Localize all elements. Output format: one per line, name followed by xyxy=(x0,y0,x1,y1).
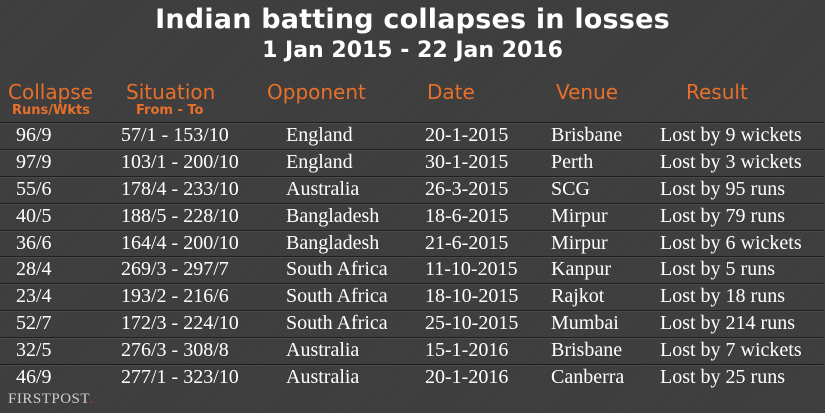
date-cell: 18-6-2015 xyxy=(425,204,509,227)
venue-cell: Brisbane xyxy=(551,339,623,362)
data-table: 96/9 57/1 - 153/10 England 20-1-2015 Brisban… xyxy=(0,122,825,391)
page-title: Indian batting collapses in losses xyxy=(155,4,670,35)
venue-cell: Mirpur xyxy=(551,204,608,227)
opponent-cell: Bangladesh xyxy=(286,204,380,227)
result-cell: Lost by 3 wickets xyxy=(660,150,802,173)
header-collapse-sub: Runs/Wkts xyxy=(12,103,90,118)
table-row: 52/7 172/3 - 224/10 South Africa 25-10-2015… xyxy=(0,310,825,337)
venue-cell: Kanpur xyxy=(551,258,611,281)
opponent-cell: Australia xyxy=(286,339,360,362)
collapse-cell: 32/5 xyxy=(16,339,52,362)
collapse-cell: 40/5 xyxy=(16,204,52,227)
date-cell: 15-1-2016 xyxy=(425,339,509,362)
result-cell: Lost by 214 runs xyxy=(660,312,795,335)
date-cell: 20-1-2016 xyxy=(425,366,509,389)
result-cell: Lost by 6 wickets xyxy=(660,231,802,254)
venue-cell: Mirpur xyxy=(551,231,608,254)
table-row: 40/5 188/5 - 228/10 Bangladesh 18-6-2015 Mir… xyxy=(0,202,825,230)
date-cell: 11-10-2015 xyxy=(425,258,518,281)
situation-cell: 277/1 - 323/10 xyxy=(121,366,239,389)
venue-cell: Mumbai xyxy=(551,312,619,335)
situation-cell: 193/2 - 216/6 xyxy=(121,285,229,308)
venue-cell: Rajkot xyxy=(551,285,605,308)
table-row: 96/9 57/1 - 153/10 England 20-1-2015 Brisban… xyxy=(0,122,825,149)
table-row: 28/4 269/3 - 297/7 South Africa 11-10-2015 K… xyxy=(0,256,825,283)
result-cell: Lost by 95 runs xyxy=(660,177,785,200)
opponent-cell: Bangladesh xyxy=(286,231,380,254)
header-situation-sub: From - To xyxy=(136,103,204,118)
opponent-cell: Australia xyxy=(286,177,360,200)
collapse-cell: 36/6 xyxy=(16,231,52,254)
collapse-cell: 46/9 xyxy=(16,366,52,389)
venue-cell: Perth xyxy=(551,150,594,173)
situation-cell: 57/1 - 153/10 xyxy=(121,124,229,146)
situation-cell: 269/3 - 297/7 xyxy=(121,258,229,281)
collapse-cell: 97/9 xyxy=(16,150,52,173)
header-result: Result xyxy=(686,80,748,104)
result-cell: Lost by 25 runs xyxy=(660,366,785,389)
table-row: 97/9 103/1 - 200/10 England 30-1-2015 Perth L… xyxy=(0,148,825,176)
date-cell: 21-6-2015 xyxy=(425,231,509,254)
date-cell: 30-1-2015 xyxy=(425,150,509,173)
result-cell: Lost by 9 wickets xyxy=(660,124,802,146)
header-situation: Situation xyxy=(126,80,216,104)
table-row: 36/6 164/4 - 200/10 Bangladesh 21-6-2015 Mir… xyxy=(0,229,825,257)
opponent-cell: England xyxy=(286,124,353,146)
situation-cell: 172/3 - 224/10 xyxy=(121,312,239,335)
result-cell: Lost by 7 wickets xyxy=(660,339,802,362)
opponent-cell: South Africa xyxy=(286,258,388,281)
opponent-cell: South Africa xyxy=(286,285,388,308)
date-cell: 20-1-2015 xyxy=(425,124,509,146)
collapse-cell: 96/9 xyxy=(16,124,52,146)
collapse-cell: 28/4 xyxy=(16,258,52,281)
situation-cell: 103/1 - 200/10 xyxy=(121,150,239,173)
collapse-cell: 55/6 xyxy=(16,177,52,200)
situation-cell: 276/3 - 308/8 xyxy=(121,339,229,362)
date-cell: 26-3-2015 xyxy=(425,177,509,200)
situation-cell: 178/4 - 233/10 xyxy=(121,177,239,200)
opponent-cell: South Africa xyxy=(286,312,388,335)
venue-cell: Brisbane xyxy=(551,124,623,146)
venue-cell: Canberra xyxy=(551,366,625,389)
table-row: 46/9 277/1 - 323/10 Australia 20-1-2016 Canb… xyxy=(0,364,825,391)
result-cell: Lost by 18 runs xyxy=(660,285,785,308)
collapse-cell: 52/7 xyxy=(16,312,52,335)
header-collapse: Collapse xyxy=(8,80,93,104)
firstpost-logo: FIRSTPOST. xyxy=(8,391,94,407)
header-date: Date xyxy=(427,80,475,104)
situation-cell: 164/4 - 200/10 xyxy=(121,231,239,254)
situation-cell: 188/5 - 228/10 xyxy=(121,204,239,227)
date-cell: 18-10-2015 xyxy=(425,285,519,308)
header-opponent: Opponent xyxy=(267,80,366,104)
table-row: 32/5 276/3 - 308/8 Australia 15-1-2016 Brisb… xyxy=(0,337,825,364)
table-row: 55/6 178/4 - 233/10 Australia 26-3-2015 SCG L… xyxy=(0,175,825,203)
collapse-cell: 23/4 xyxy=(16,285,52,308)
header-venue: Venue xyxy=(556,80,619,104)
table-row: 23/4 193/2 - 216/6 South Africa 18-10-2015 R… xyxy=(0,283,825,310)
venue-cell: SCG xyxy=(551,177,590,200)
opponent-cell: England xyxy=(286,150,353,173)
opponent-cell: Australia xyxy=(286,366,360,389)
result-cell: Lost by 79 runs xyxy=(660,204,785,227)
result-cell: Lost by 5 runs xyxy=(660,258,775,281)
date-cell: 25-10-2015 xyxy=(425,312,519,335)
page-subtitle: 1 Jan 2015 - 22 Jan 2016 xyxy=(262,38,563,63)
